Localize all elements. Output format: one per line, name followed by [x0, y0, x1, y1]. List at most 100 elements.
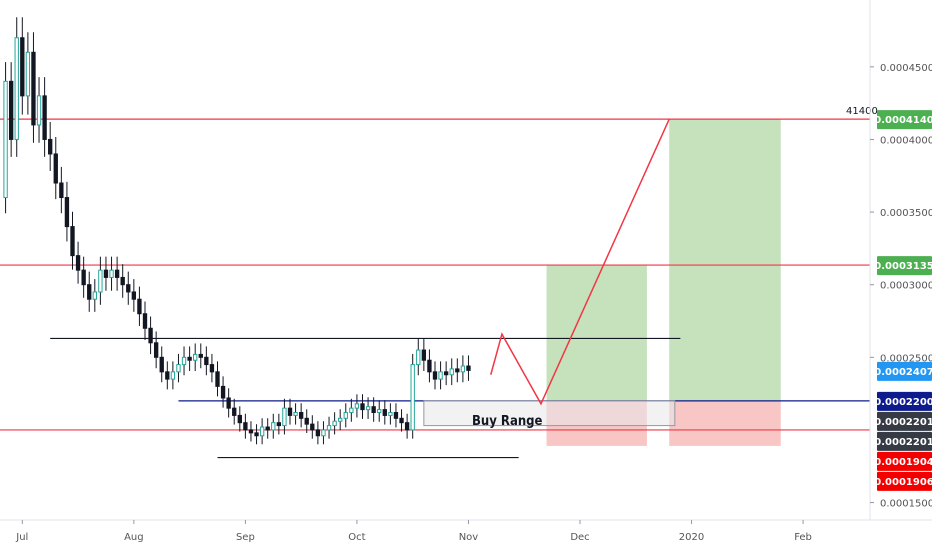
candle-62	[349, 398, 354, 422]
candle-8	[48, 122, 53, 171]
candle-body	[443, 371, 449, 376]
price-tags: 0.0004140 0.0003135 0.0002407 0.0002200 0.00…	[874, 110, 932, 491]
candle-34	[193, 343, 198, 372]
candle-body	[87, 284, 92, 300]
candle-55	[310, 415, 315, 439]
price-tag-5: 0.0002201	[874, 431, 932, 451]
x-tick-label-4: Nov	[459, 532, 479, 543]
candlestick-series	[3, 17, 471, 445]
candle-2	[14, 17, 19, 157]
candle-body	[416, 349, 421, 366]
candle-body	[282, 407, 287, 427]
candle-12	[70, 211, 75, 270]
y-tick-label-5: 0.0001500	[880, 499, 932, 510]
price-tag-bg	[877, 110, 932, 130]
candle-body	[109, 269, 114, 278]
candle-64	[360, 394, 365, 419]
candle-17	[98, 256, 103, 305]
candle-6	[36, 77, 42, 143]
candle-body	[14, 37, 19, 140]
candle-body	[142, 313, 148, 329]
candle-body	[181, 356, 187, 366]
candle-body	[137, 298, 142, 315]
candle-78	[438, 361, 443, 390]
candle-15	[87, 271, 92, 312]
price-tag-1: 0.0003135	[874, 256, 932, 276]
horizontal-lines[interactable]	[0, 118, 870, 459]
candle-body	[20, 37, 25, 97]
candle-37	[209, 353, 215, 383]
price-tag-bg	[877, 431, 932, 451]
candle-body	[287, 407, 293, 416]
candle-28	[159, 346, 164, 383]
candle-body	[92, 291, 97, 300]
candle-body	[42, 95, 47, 140]
candle-22	[126, 271, 131, 305]
candle-73	[410, 353, 415, 439]
candle-29	[165, 361, 170, 390]
candle-69	[388, 403, 393, 425]
candle-82	[460, 355, 466, 383]
y-axis-ticks: 0.00045000.00040000.00035000.00030000.00…	[870, 63, 932, 510]
candle-74	[416, 338, 421, 376]
y-tick-label-1: 0.0004000	[880, 135, 932, 146]
candle-39	[220, 376, 226, 408]
candle-40	[226, 388, 231, 418]
candle-36	[204, 346, 209, 376]
candle-70	[393, 403, 399, 428]
candle-body	[114, 269, 120, 278]
candle-body	[8, 80, 14, 140]
candle-body	[332, 420, 337, 427]
candle-4	[25, 32, 31, 115]
x-tick-label-1: Aug	[124, 532, 144, 543]
candle-48	[271, 413, 276, 439]
candle-body	[220, 385, 226, 399]
candle-body	[354, 403, 360, 409]
candle-46	[259, 418, 265, 445]
candle-body	[120, 276, 125, 286]
candle-body	[53, 153, 58, 184]
price-tag-label: 0.0002407	[874, 367, 932, 378]
zone-2	[669, 119, 781, 401]
candle-body	[226, 397, 231, 409]
candle-50	[282, 398, 287, 435]
candle-20	[114, 256, 120, 291]
candle-52	[293, 403, 298, 425]
candle-67	[377, 400, 382, 422]
candle-body	[438, 371, 443, 380]
candle-body	[293, 412, 298, 416]
candle-38	[215, 361, 220, 397]
x-tick-label-0: Jul	[15, 532, 28, 543]
price-tag-6: 0.0001904	[874, 451, 932, 471]
candle-26	[148, 316, 153, 355]
x-tick-label-5: Dec	[570, 532, 589, 543]
candle-body	[371, 406, 376, 414]
candle-63	[354, 394, 360, 418]
candle-body	[193, 353, 198, 361]
candle-body	[126, 284, 131, 293]
candle-body	[170, 371, 176, 380]
candle-75	[421, 338, 427, 372]
candle-body	[276, 422, 282, 427]
candle-3	[20, 17, 25, 115]
candle-body	[432, 371, 438, 380]
candle-body	[237, 414, 242, 424]
candle-body	[176, 364, 181, 373]
candle-72	[404, 413, 410, 439]
candle-57	[321, 421, 326, 445]
candle-54	[304, 409, 309, 434]
candle-0	[3, 62, 8, 214]
candle-body	[153, 342, 159, 358]
candle-1	[8, 62, 14, 157]
projection-path[interactable]	[490, 118, 670, 406]
candle-41	[232, 398, 237, 425]
candle-43	[243, 413, 248, 439]
candle-58	[326, 416, 332, 439]
y-tick-label-3: 0.0003000	[880, 281, 932, 292]
candle-body	[404, 422, 410, 431]
candle-body	[243, 422, 248, 431]
candle-30	[170, 361, 176, 390]
candle-body	[25, 51, 31, 97]
buy-range-box[interactable]	[423, 400, 676, 427]
